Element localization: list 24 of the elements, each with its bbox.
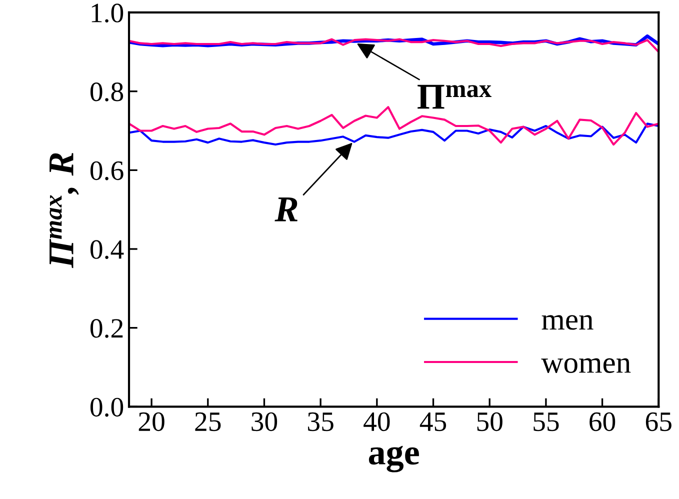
x-tick-label: 55: [534, 412, 559, 432]
x-tick-label: 45: [420, 412, 446, 432]
y-tick-label: 0.6: [90, 161, 124, 180]
line-series: [129, 38, 659, 53]
x-axis-title: age: [368, 446, 419, 472]
x-tick-label: 65: [646, 412, 672, 432]
annotation: Π$^{max}$: [418, 84, 492, 109]
x-tick-label: 30: [252, 412, 278, 432]
y-tick-label: 1.0: [92, 4, 124, 23]
y-axis-title: Π$^{max}$, R: [50, 152, 79, 268]
x-tick-label: 40: [364, 412, 390, 432]
x-tick-label: 25: [195, 412, 221, 432]
x-tick-label: 20: [138, 412, 164, 432]
x-tick-label: 35: [308, 412, 334, 432]
x-tick-label: 50: [477, 412, 502, 432]
y-tick-label: 0.8: [90, 82, 124, 102]
y-tick-label: 0.2: [90, 319, 123, 338]
y-tick-label: 0.4: [90, 240, 124, 260]
legend-label: men: [542, 315, 594, 330]
annotation: R: [274, 198, 298, 222]
y-tick-label: 0.0: [90, 398, 124, 417]
legend-label: women: [541, 358, 631, 373]
x-tick-label: 60: [590, 412, 616, 432]
line-series: [129, 122, 659, 146]
